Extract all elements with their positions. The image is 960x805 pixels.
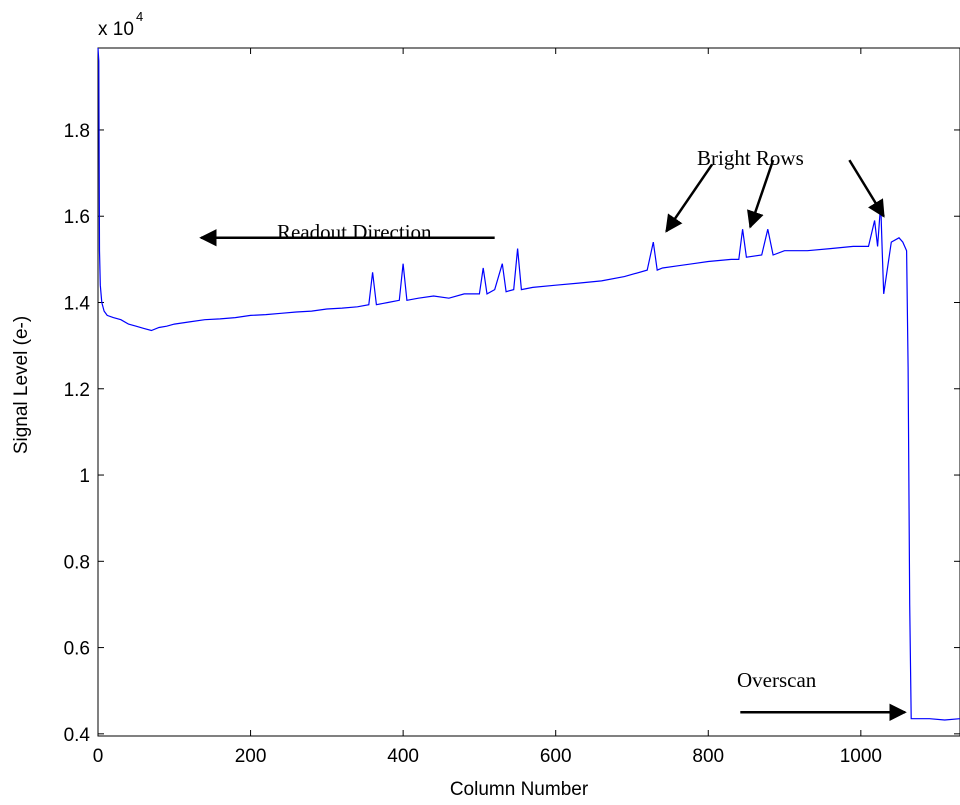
data-line <box>97 47 960 721</box>
annotation-arrow-bright-rows <box>747 159 775 229</box>
x-tick-label: 0 <box>93 746 104 767</box>
y-tick-label: 1.8 <box>64 121 90 142</box>
x-axis-label: Column Number <box>450 779 589 800</box>
annotation-readout-direction: Readout Direction <box>277 220 432 244</box>
annotation-arrow-bright-rows <box>665 163 714 233</box>
annotation-overscan: Overscan <box>737 668 817 692</box>
x-tick-label: 800 <box>692 746 724 767</box>
y-tick-label: 0.8 <box>64 552 90 573</box>
x-tick-label: 400 <box>387 746 419 767</box>
annotation-bright-rows: Bright Rows <box>697 146 804 170</box>
y-tick-label: 1 <box>79 466 90 487</box>
y-tick-label: 1.4 <box>64 293 91 314</box>
y-axis-label: Signal Level (e-) <box>11 316 32 454</box>
x-tick-label: 1000 <box>840 746 882 767</box>
y-tick-label: 0.4 <box>64 725 91 746</box>
annotation-arrow-bright-rows <box>848 159 885 218</box>
y-multiplier-label: x 10 <box>98 19 134 40</box>
y-tick-label: 0.6 <box>64 639 90 660</box>
y-multiplier-exponent: 4 <box>136 9 143 24</box>
x-tick-label: 200 <box>235 746 267 767</box>
y-tick-label: 1.2 <box>64 380 90 401</box>
y-tick-label: 1.6 <box>64 207 90 228</box>
plot-area <box>97 47 960 737</box>
x-tick-label: 600 <box>540 746 572 767</box>
